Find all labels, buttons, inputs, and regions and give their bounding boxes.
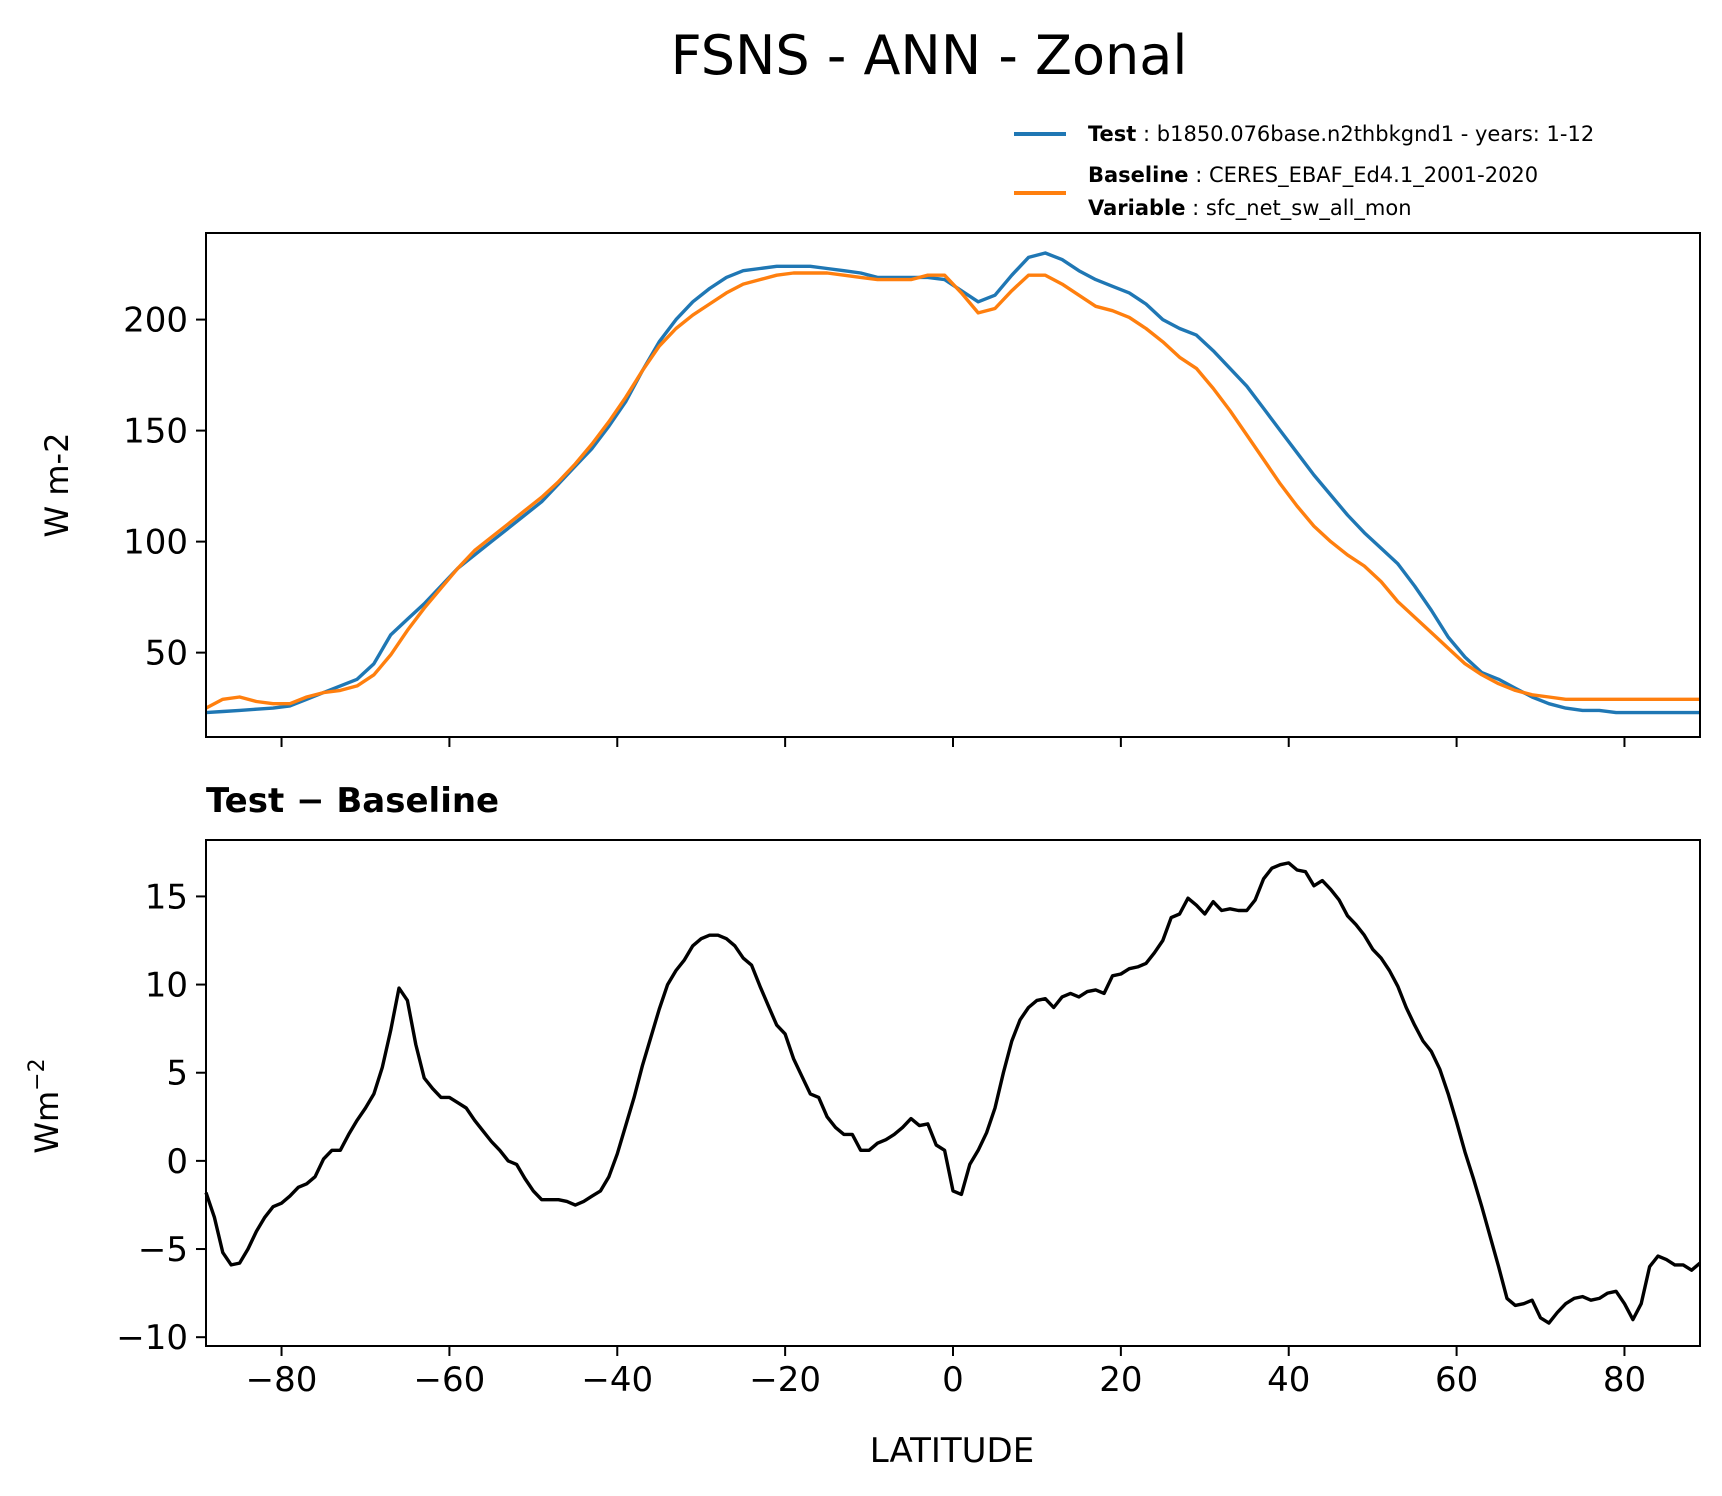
p1-axes-frame xyxy=(205,232,1701,738)
p2-y-tick-label-5: 15 xyxy=(145,877,188,917)
p1-y-tick-label-0: 50 xyxy=(145,634,188,674)
legend-test-key: Test xyxy=(1088,122,1136,146)
p1-y-tick-label-3: 200 xyxy=(123,301,188,341)
p2-x-tick-label-7: 60 xyxy=(1435,1360,1478,1400)
bottom-y-axis-label: Wm−2 xyxy=(25,1058,66,1153)
legend-baseline-entry: Baseline : CERES_EBAF_Ed4.1_2001-2020 xyxy=(1088,163,1538,188)
p2-y-tick-label-1: −5 xyxy=(138,1230,188,1270)
zonal-mean-panel: 50 100 150 200 xyxy=(123,232,1701,747)
p1-y-tick-label-1: 100 xyxy=(123,523,188,563)
p2-x-tick-label-4: 0 xyxy=(942,1360,964,1400)
x-axis-label: LATITUDE xyxy=(870,1431,1034,1471)
p1-series-line-1 xyxy=(205,271,1700,710)
p2-x-tick-label-1: −60 xyxy=(414,1360,486,1400)
legend: Test : b1850.076base.n2thbkgnd1 - years:… xyxy=(1014,122,1594,221)
p2-x-tick-label-5: 20 xyxy=(1099,1360,1142,1400)
p2-x-tick-label-2: −40 xyxy=(581,1360,653,1400)
p2-series-line-0 xyxy=(204,861,1702,1325)
legend-test-value: b1850.076base.n2thbkgnd1 - years: 1-12 xyxy=(1157,122,1594,146)
p2-y-tick-label-2: 0 xyxy=(166,1142,188,1182)
p2-x-tick-label-3: −20 xyxy=(749,1360,821,1400)
legend-variable-key: Variable xyxy=(1088,196,1185,220)
p2-axes-frame xyxy=(205,839,1701,1347)
p2-y-tick-label-4: 10 xyxy=(145,966,188,1006)
legend-test-entry: Test : b1850.076base.n2thbkgnd1 - years:… xyxy=(1088,122,1594,146)
legend-variable-entry: Variable : sfc_net_sw_all_mon xyxy=(1088,196,1412,221)
p2-x-tick-label-8: 80 xyxy=(1603,1360,1646,1400)
top-y-axis-label: W m-2 xyxy=(38,433,76,538)
p2-x-tick-label-0: −80 xyxy=(246,1360,318,1400)
legend-variable-value: sfc_net_sw_all_mon xyxy=(1206,196,1412,221)
p1-series-line-0 xyxy=(205,251,1700,715)
p2-y-tick-label-3: 5 xyxy=(166,1054,188,1094)
legend-baseline-key: Baseline xyxy=(1088,163,1189,187)
p1-y-tick-label-2: 150 xyxy=(123,412,188,452)
difference-panel: −10 −5 0 5 10 15 −80 −60 −40 −20 0 20 40 60 80 xyxy=(116,839,1702,1400)
p2-x-tick-label-6: 40 xyxy=(1267,1360,1310,1400)
legend-baseline-value: CERES_EBAF_Ed4.1_2001-2020 xyxy=(1209,163,1538,188)
p2-y-tick-label-0: −10 xyxy=(116,1318,188,1358)
figure-title: FSNS - ANN - Zonal xyxy=(671,24,1188,87)
difference-panel-title: Test − Baseline xyxy=(206,781,499,821)
